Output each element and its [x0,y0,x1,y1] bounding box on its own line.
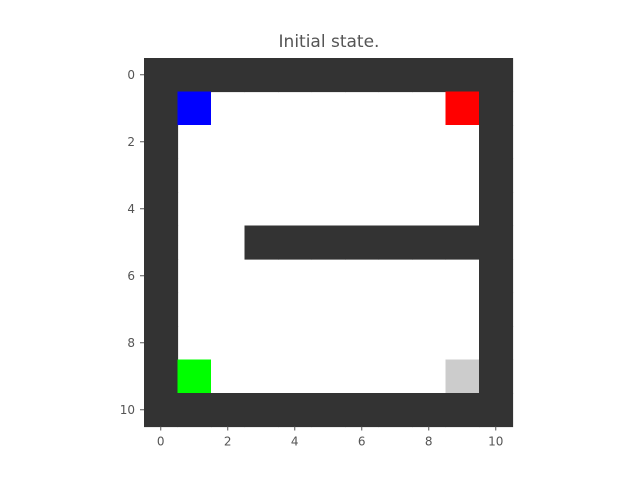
wall-cell [278,225,313,260]
wall-cell [479,259,514,294]
wall-cell [144,158,179,193]
wall-cell [479,326,514,361]
wall-cell [479,58,514,93]
y-tick-label: 2 [127,135,135,149]
wall-cell [445,393,480,428]
x-tick-label: 6 [358,435,366,449]
wall-cell [479,393,514,428]
wall-cell [311,225,346,260]
y-axis: 0 2 4 6 8 10 [120,68,144,417]
wall-cell [479,125,514,160]
wall-cell [345,58,380,93]
wall-cell [378,393,413,428]
wall-cell [144,326,179,361]
wall-cell [144,393,179,428]
wall-cell [479,359,514,394]
y-tick-label: 0 [127,68,135,82]
wall-cell [211,393,246,428]
wall-cell [479,91,514,126]
special-cells [177,91,479,393]
wall-cell [479,292,514,327]
wall-cell [378,225,413,260]
x-axis: 0 2 4 6 8 10 [157,426,503,449]
wall-cell [144,292,179,327]
y-tick-label: 8 [127,336,135,350]
wall-cell [345,393,380,428]
wall-cell [244,393,279,428]
wall-cell [144,192,179,227]
wall-cell [278,393,313,428]
wall-cell [479,225,514,260]
wall-cell [144,225,179,260]
wall-cell [479,158,514,193]
gray-cell [445,359,479,393]
wall-cell [278,58,313,93]
blue-cell [177,91,211,125]
wall-cell [244,58,279,93]
wall-cell [311,393,346,428]
green-cell [177,359,211,393]
wall-cell [412,58,447,93]
y-tick-label: 4 [127,202,135,216]
wall-cell [412,225,447,260]
wall-cell [378,58,413,93]
wall-cell [144,259,179,294]
x-tick-label: 4 [291,435,299,449]
wall-cell [479,192,514,227]
wall-cell [177,58,212,93]
wall-cell [445,58,480,93]
plot-title: Initial state. [278,32,380,52]
y-tick-label: 6 [127,269,135,283]
x-tick-label: 0 [157,435,165,449]
wall-cell [144,359,179,394]
wall-cell [211,58,246,93]
wall-cell [144,125,179,160]
y-tick-label: 10 [120,403,135,417]
wall-cell [412,393,447,428]
wall-cell [311,58,346,93]
x-tick-label: 2 [224,435,232,449]
wall-cell [345,225,380,260]
wall-cell [144,91,179,126]
wall-cell [445,225,480,260]
x-tick-label: 8 [425,435,433,449]
wall-cell [244,225,279,260]
wall-cell [144,58,179,93]
wall-cell [177,393,212,428]
red-cell [445,91,479,125]
x-tick-label: 10 [488,435,503,449]
